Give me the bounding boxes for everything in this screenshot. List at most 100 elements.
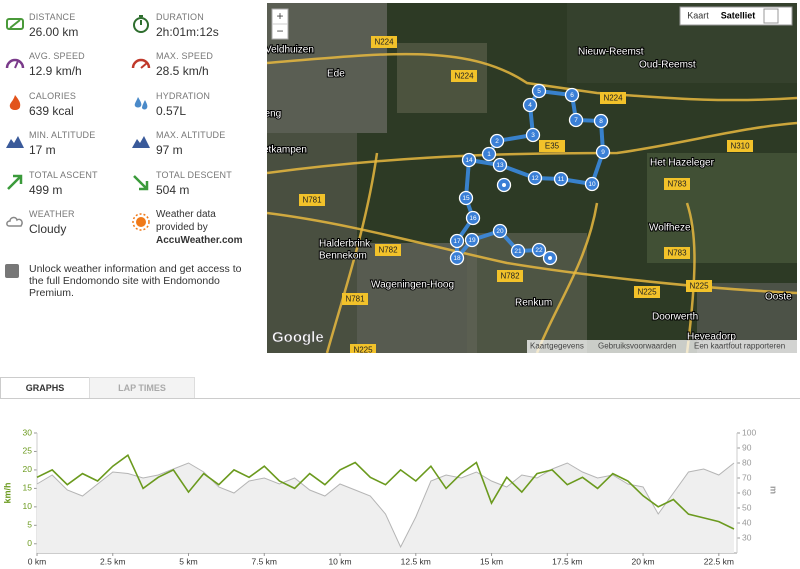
x-tick-label: 2.5 km — [100, 556, 126, 566]
pin-dot — [502, 183, 506, 187]
y-tick-label: 10 — [23, 501, 33, 511]
road-shield — [600, 92, 626, 104]
waypoint — [465, 210, 481, 226]
road-label: N781 — [345, 295, 365, 304]
map-footer-link[interactable]: Kaartgegevens — [530, 342, 584, 351]
road-label: E35 — [545, 142, 560, 151]
y2-tick-label: 90 — [742, 442, 752, 452]
weather-credit: provided by — [156, 222, 208, 233]
stat-icon — [7, 174, 23, 190]
zoom-out[interactable]: − — [276, 24, 283, 38]
y2-tick-label: 80 — [742, 457, 752, 467]
stat-label: AVG. SPEED — [29, 51, 85, 61]
waypoint-label: 19 — [468, 237, 476, 244]
waypoint-label: 20 — [496, 228, 504, 235]
y2-tick-label: 50 — [742, 502, 752, 512]
stats-panel: DISTANCE 26.00 km DURATION 2h:01m:12s AVG. S… — [0, 0, 265, 360]
road-shield — [299, 194, 325, 206]
road-shield — [727, 140, 753, 152]
weather-source[interactable]: AccuWeather.com — [156, 235, 243, 246]
waypoint-label: 15 — [462, 195, 470, 202]
waypoint-label: 2 — [495, 138, 499, 145]
waypoint-label: 10 — [588, 181, 596, 188]
stat-label: MIN. ALTITUDE — [29, 130, 96, 140]
road-label: N225 — [689, 282, 709, 291]
map-footer-link[interactable]: Een kaartfout rapporteren — [694, 342, 785, 351]
place-label: Het Hazeleger — [650, 158, 715, 169]
tab-lap-times[interactable]: LAP TIMES — [89, 377, 195, 398]
stat-icon — [134, 97, 148, 110]
map[interactable]: N224 N224 N224 E35 N310 N783 N783 N781 N781 N782 N… — [267, 3, 797, 353]
road-label: N225 — [637, 288, 657, 297]
waypoint — [492, 157, 508, 173]
road-label: N781 — [302, 196, 322, 205]
stat-icon — [132, 136, 150, 148]
place-label: Ede — [327, 69, 345, 80]
road-label: N310 — [730, 142, 750, 151]
y2-tick-label: 30 — [742, 532, 752, 542]
y-tick-label: 15 — [23, 483, 33, 493]
waypoint-label: 3 — [531, 132, 535, 139]
stat-label: CALORIES — [29, 91, 77, 101]
waypoint-label: 16 — [469, 215, 477, 222]
waypoint — [527, 170, 543, 186]
waypoint-label: 9 — [601, 149, 605, 156]
road-shield — [634, 286, 660, 298]
tab-graphs[interactable]: GRAPHS — [0, 377, 90, 398]
stat-label: MAX. ALTITUDE — [156, 130, 226, 140]
place-label: Renkum — [515, 298, 552, 309]
place-label: Halderbrink — [319, 239, 371, 250]
google-logo: Google — [272, 329, 324, 346]
x-tick-label: 12.5 km — [401, 556, 431, 566]
waypoint — [564, 87, 580, 103]
map-type-button[interactable]: Satelliet — [721, 10, 756, 20]
stat-label: DURATION — [156, 12, 204, 22]
waypoint — [584, 176, 600, 192]
road-label: N782 — [378, 246, 398, 255]
road-shield — [686, 280, 712, 292]
road-label: N225 — [353, 346, 373, 353]
y2-tick-label: 40 — [742, 517, 752, 527]
waypoint — [510, 243, 526, 259]
stat-icon — [9, 95, 21, 110]
place-label: etkampen — [267, 145, 307, 156]
map-area — [647, 153, 797, 263]
waypoint — [553, 171, 569, 187]
waypoint — [449, 250, 465, 266]
y2-axis-label: m — [769, 486, 779, 494]
x-tick-label: 7.5 km — [252, 556, 278, 566]
waypoint — [489, 133, 505, 149]
stat-label: HYDRATION — [156, 91, 211, 101]
y-tick-label: 20 — [23, 464, 33, 474]
waypoint-label: 14 — [465, 157, 473, 164]
waypoint-label: 1 — [487, 151, 491, 158]
map-footer-link[interactable]: Gebruiksvoorwaarden — [598, 342, 676, 351]
y2-tick-label: 60 — [742, 487, 752, 497]
y-tick-label: 0 — [27, 538, 32, 548]
road-label: N224 — [374, 38, 394, 47]
waypoint-label: 13 — [496, 162, 504, 169]
waypoint-label: 8 — [599, 118, 603, 125]
y2-tick-label: 70 — [742, 472, 752, 482]
zoom-in[interactable]: + — [276, 9, 283, 23]
waypoint-label: 17 — [453, 238, 461, 245]
place-label: Nieuw-Reemst — [578, 47, 644, 58]
stat-label: WEATHER — [29, 209, 75, 219]
x-tick-label: 15 km — [480, 556, 503, 566]
waypoint-label: 12 — [531, 175, 539, 182]
place-label: Ooste — [765, 292, 792, 303]
x-tick-label: 0 km — [28, 556, 46, 566]
road-label: N783 — [667, 180, 687, 189]
waypoint-label: 18 — [453, 255, 461, 262]
road-label: N224 — [603, 94, 623, 103]
place-label: Bennekom — [319, 251, 367, 262]
stat-value: 639 kcal — [29, 104, 74, 118]
road — [535, 202, 599, 353]
road-shield — [350, 344, 376, 353]
stat-value: 499 m — [29, 183, 63, 197]
place-label: Veldhuizen — [267, 45, 314, 56]
waypoint-label: 4 — [528, 102, 532, 109]
map-type-button[interactable]: Kaart — [687, 10, 709, 20]
x-tick-label: 17.5 km — [552, 556, 582, 566]
